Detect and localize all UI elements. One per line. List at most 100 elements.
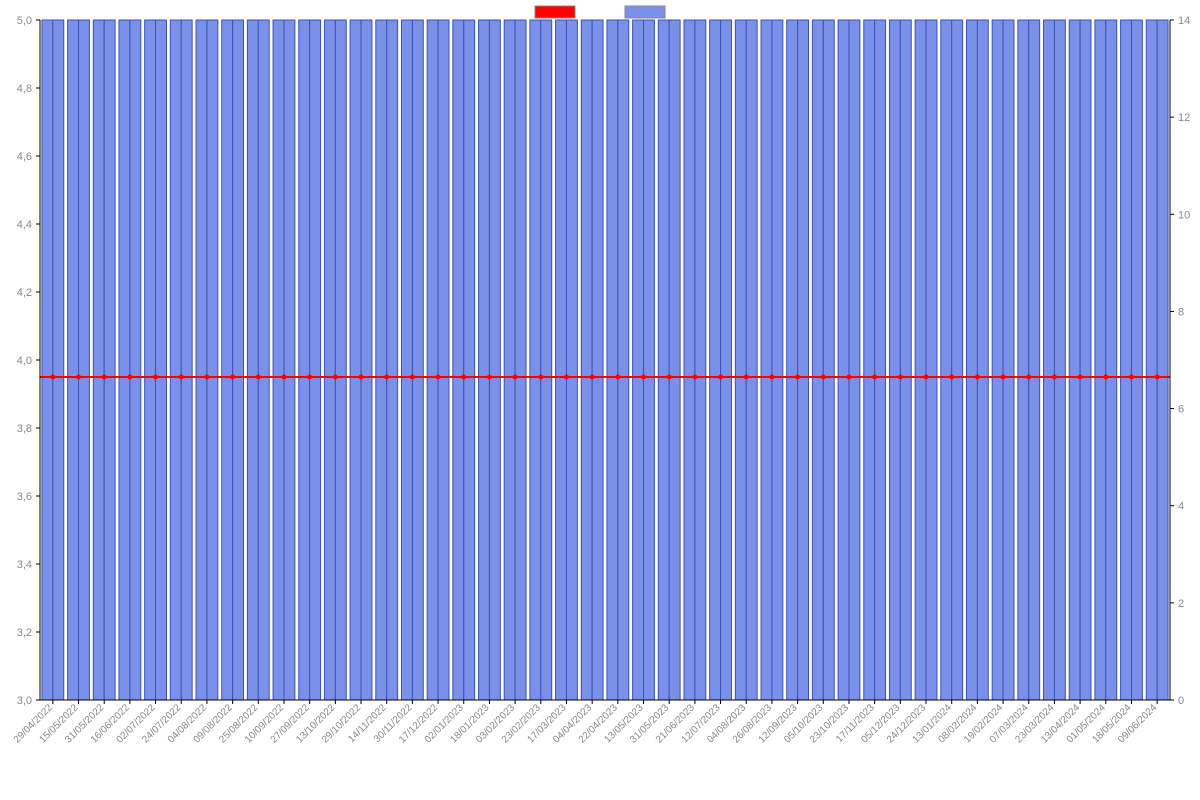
bar	[977, 20, 988, 700]
bar	[889, 20, 900, 700]
bar	[812, 20, 823, 700]
line-marker	[564, 375, 569, 380]
line-marker	[898, 375, 903, 380]
legend-swatch	[625, 6, 665, 18]
bar	[207, 20, 218, 700]
line-marker	[256, 375, 261, 380]
chart-container: 3,03,23,43,63,84,04,24,44,64,85,00246810…	[0, 0, 1200, 800]
bar	[926, 20, 937, 700]
line-marker	[872, 375, 877, 380]
line-marker	[204, 375, 209, 380]
line-marker	[1129, 375, 1134, 380]
ytick-right-label: 12	[1178, 112, 1190, 124]
chart-svg: 3,03,23,43,63,84,04,24,44,64,85,00246810…	[0, 0, 1200, 800]
line-marker	[127, 375, 132, 380]
bar	[710, 20, 721, 700]
bar	[1080, 20, 1091, 700]
line-marker	[718, 375, 723, 380]
bar	[376, 20, 387, 700]
bar	[310, 20, 321, 700]
bar	[875, 20, 886, 700]
line-marker	[50, 375, 55, 380]
ytick-right-label: 2	[1178, 598, 1184, 610]
bar	[633, 20, 644, 700]
line-marker	[410, 375, 415, 380]
bar	[530, 20, 541, 700]
bar	[1029, 20, 1040, 700]
line-marker	[153, 375, 158, 380]
bar	[479, 20, 490, 700]
bar	[258, 20, 269, 700]
ytick-right-label: 0	[1178, 695, 1184, 707]
bar	[592, 20, 603, 700]
bar	[787, 20, 798, 700]
bar	[838, 20, 849, 700]
bar	[1018, 20, 1029, 700]
ytick-left-label: 4,8	[17, 83, 32, 95]
bar	[695, 20, 706, 700]
bar	[992, 20, 1003, 700]
bar	[104, 20, 115, 700]
line-marker	[307, 375, 312, 380]
bar	[145, 20, 156, 700]
ytick-left-label: 3,6	[17, 491, 32, 503]
line-marker	[590, 375, 595, 380]
line-marker	[1001, 375, 1006, 380]
line-marker	[769, 375, 774, 380]
bar	[1146, 20, 1157, 700]
bar	[453, 20, 464, 700]
bar	[284, 20, 295, 700]
line-marker	[1026, 375, 1031, 380]
ytick-left-label: 4,2	[17, 287, 32, 299]
bar	[1121, 20, 1132, 700]
ytick-right-label: 4	[1178, 501, 1184, 513]
bar	[247, 20, 258, 700]
bar	[618, 20, 629, 700]
line-marker	[436, 375, 441, 380]
ytick-left-label: 4,4	[17, 219, 32, 231]
bar	[464, 20, 475, 700]
line-marker	[949, 375, 954, 380]
line-marker	[461, 375, 466, 380]
line-marker	[975, 375, 980, 380]
bar	[170, 20, 181, 700]
line-marker	[1078, 375, 1083, 380]
bar	[515, 20, 526, 700]
bar	[156, 20, 167, 700]
line-marker	[1052, 375, 1057, 380]
bar	[607, 20, 618, 700]
bar	[735, 20, 746, 700]
line-marker	[487, 375, 492, 380]
line-marker	[795, 375, 800, 380]
line-marker	[281, 375, 286, 380]
bar	[644, 20, 655, 700]
line-marker	[333, 375, 338, 380]
line-marker	[667, 375, 672, 380]
bar	[566, 20, 577, 700]
ytick-right-label: 8	[1178, 306, 1184, 318]
bar	[233, 20, 244, 700]
line-marker	[179, 375, 184, 380]
bar	[79, 20, 90, 700]
line-marker	[538, 375, 543, 380]
bar	[941, 20, 952, 700]
ytick-left-label: 5,0	[17, 15, 32, 27]
bar	[1131, 20, 1142, 700]
bar	[746, 20, 757, 700]
bar	[438, 20, 449, 700]
bar	[581, 20, 592, 700]
line-marker	[1103, 375, 1108, 380]
line-marker	[1155, 375, 1160, 380]
bar	[387, 20, 398, 700]
bar	[93, 20, 104, 700]
line-marker	[744, 375, 749, 380]
bar	[798, 20, 809, 700]
bar	[324, 20, 335, 700]
line-marker	[615, 375, 620, 380]
bar	[130, 20, 141, 700]
bar	[222, 20, 233, 700]
bar	[556, 20, 567, 700]
bar	[1054, 20, 1065, 700]
bar	[504, 20, 515, 700]
bar	[273, 20, 284, 700]
